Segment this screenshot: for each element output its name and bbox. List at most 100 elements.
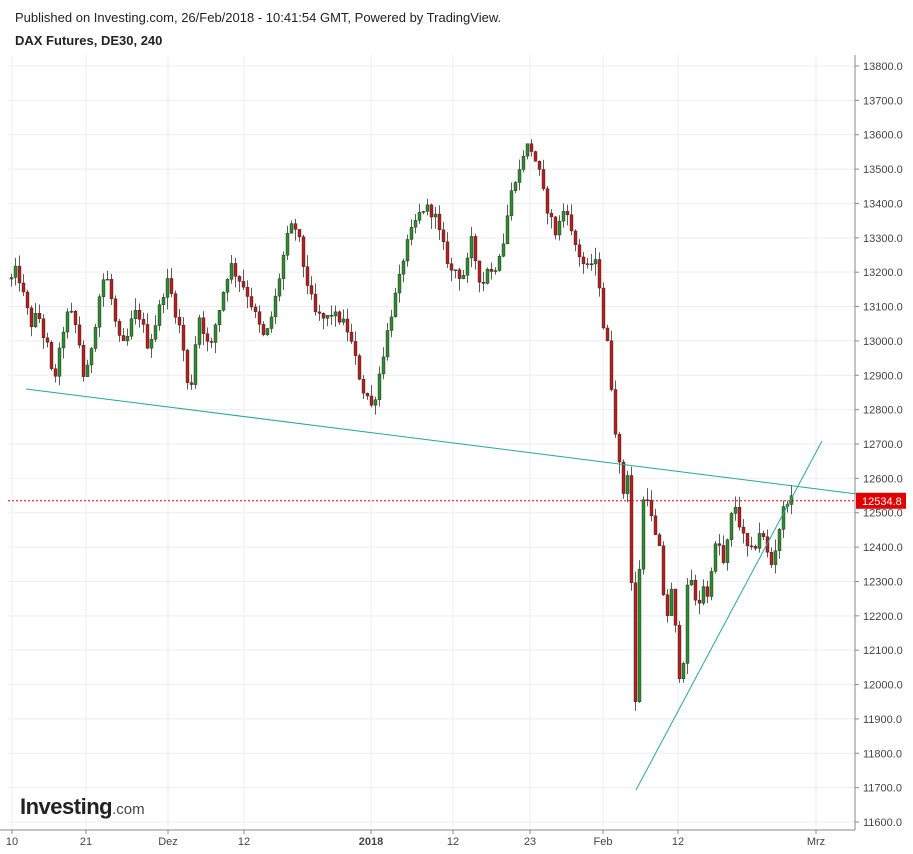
candle-body <box>321 313 326 319</box>
candle-body <box>149 339 154 349</box>
candle-body <box>781 506 786 530</box>
candle-body <box>65 311 70 333</box>
candle-body <box>229 263 234 280</box>
candle-body <box>113 298 118 322</box>
candle-body <box>101 279 106 297</box>
candle-body <box>765 536 770 553</box>
y-tick-label: 12400.0 <box>863 542 903 554</box>
candle-body <box>89 348 94 366</box>
candle-body <box>465 257 470 276</box>
candle-body <box>433 213 438 218</box>
x-tick-label: 21 <box>80 836 92 848</box>
candle-body <box>757 533 762 549</box>
candle-body <box>753 546 758 549</box>
candle-body <box>385 330 390 358</box>
candle-body <box>329 315 334 317</box>
candle-body <box>717 543 722 546</box>
x-tick-label: 12 <box>447 836 459 848</box>
candle-body <box>477 260 482 283</box>
candle-body <box>425 204 430 212</box>
candle-body <box>365 393 370 397</box>
candle-body <box>409 227 414 240</box>
candle-body <box>201 317 206 334</box>
candle-body <box>53 368 58 377</box>
candle-body <box>241 281 246 288</box>
candle-body <box>109 278 114 300</box>
candle-body <box>709 571 714 597</box>
y-tick-label: 11900.0 <box>863 714 902 726</box>
y-tick-label: 13100.0 <box>863 302 903 314</box>
candle-body <box>637 568 642 702</box>
x-tick-label: 23 <box>524 836 536 848</box>
candle-body <box>569 214 574 232</box>
y-tick-label: 13200.0 <box>863 267 903 279</box>
candle-body <box>541 169 546 189</box>
candle-body <box>313 293 318 313</box>
candle-body <box>693 580 698 601</box>
candle-body <box>565 211 570 215</box>
candle-body <box>57 347 62 377</box>
candle-body <box>341 318 346 323</box>
candle-body <box>349 331 354 342</box>
candle-body <box>85 364 90 377</box>
candle-body <box>337 311 342 323</box>
candle-body <box>773 550 778 565</box>
candle-body <box>253 306 258 312</box>
candle-body <box>389 316 394 331</box>
candle-body <box>673 588 678 626</box>
y-tick-label: 11600.0 <box>863 817 902 829</box>
candle-body <box>517 169 522 183</box>
trendlines <box>25 388 858 791</box>
candle-body <box>745 532 750 547</box>
candle-body <box>421 211 426 213</box>
candle-body <box>733 506 738 514</box>
candle-body <box>533 151 538 162</box>
candle-body <box>513 182 518 191</box>
candle-body <box>641 499 646 570</box>
descending-trendline <box>25 388 858 495</box>
candle-body <box>37 313 42 319</box>
candle-body <box>325 315 330 319</box>
y-tick-label: 12900.0 <box>863 370 903 382</box>
candle-body <box>621 461 626 494</box>
candle-body <box>649 499 654 517</box>
candle-body <box>29 307 34 328</box>
candle-body <box>173 293 178 318</box>
candle-body <box>593 259 598 265</box>
candle-body <box>117 321 122 336</box>
candle-body <box>469 236 474 259</box>
candle-body <box>81 344 86 377</box>
x-tick-label: Feb <box>594 836 613 848</box>
candle-body <box>225 279 230 293</box>
x-tick-label: Mrz <box>807 836 825 848</box>
candle-body <box>437 213 442 231</box>
y-tick-label: 12000.0 <box>863 680 903 692</box>
candle-body <box>629 475 634 583</box>
candle-body <box>181 324 186 351</box>
candle-body <box>761 533 766 537</box>
candle-body <box>393 292 398 318</box>
candle-body <box>461 275 466 279</box>
candle-body <box>645 499 650 501</box>
candle-body <box>613 389 618 435</box>
candle-body <box>41 318 46 339</box>
candle-body <box>281 254 286 279</box>
candle-body <box>737 506 742 528</box>
y-tick-label: 12500.0 <box>863 508 903 520</box>
candle-body <box>609 340 614 390</box>
candle-body <box>193 344 198 385</box>
candle-body <box>233 263 238 277</box>
candle-body <box>77 324 82 346</box>
candle-body <box>165 278 170 298</box>
candle-body <box>561 211 566 222</box>
candle-body <box>581 256 586 265</box>
candle-body <box>69 310 74 313</box>
y-tick-label: 13300.0 <box>863 233 903 245</box>
candle-body <box>373 399 378 406</box>
candle-body <box>105 278 110 281</box>
candle-body <box>701 586 706 604</box>
candle-body <box>685 584 690 664</box>
y-tick-label: 13600.0 <box>863 130 903 142</box>
candle-body <box>725 539 730 563</box>
